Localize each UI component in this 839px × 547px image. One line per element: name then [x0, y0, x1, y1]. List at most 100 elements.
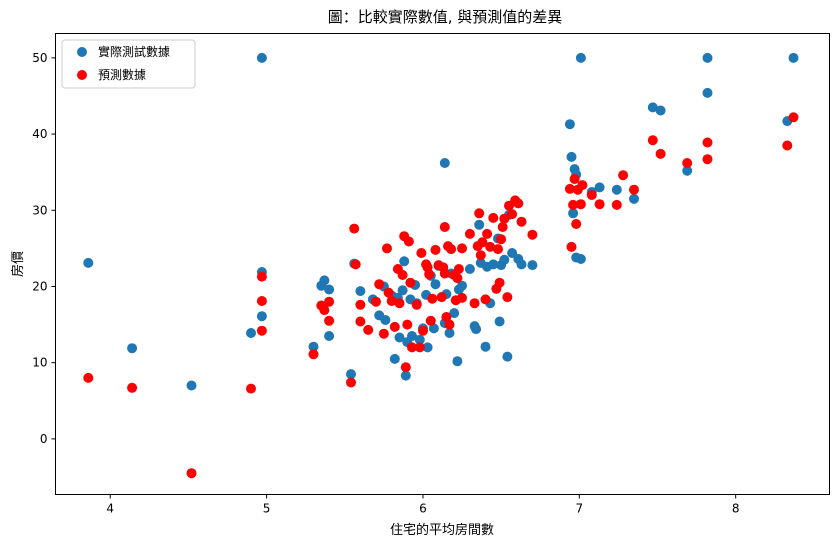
- actual-point: [389, 353, 400, 364]
- actual-point: [428, 323, 439, 334]
- predicted-point: [655, 148, 666, 159]
- actual-point: [702, 52, 713, 63]
- predicted-point: [416, 248, 427, 258]
- predicted-point: [497, 222, 508, 232]
- predicted-point: [457, 292, 467, 303]
- predicted-point: [386, 296, 397, 306]
- predicted-point: [83, 372, 94, 383]
- predicted-point: [494, 277, 505, 288]
- predicted-point: [618, 170, 629, 181]
- predicted-point: [246, 383, 256, 394]
- actual-point: [655, 105, 666, 116]
- y-tick-label: 50: [32, 51, 47, 65]
- actual-point: [256, 52, 267, 63]
- predicted-point: [256, 296, 267, 306]
- predicted-point: [403, 236, 414, 247]
- x-axis-ticks: 4 5 6 7 8: [106, 494, 740, 516]
- actual-point: [186, 380, 197, 391]
- predicted-point: [480, 294, 491, 305]
- legend-label-actual: 實際測試數據: [98, 44, 170, 59]
- predicted-point: [611, 199, 622, 210]
- points-layer: [83, 52, 799, 479]
- predicted-point: [349, 223, 360, 234]
- predicted-point: [513, 198, 524, 209]
- predicted-point: [568, 199, 579, 210]
- predicted-point: [527, 229, 538, 240]
- predicted-point: [577, 180, 588, 191]
- predicted-point: [702, 154, 713, 165]
- x-tick-label: 5: [263, 502, 271, 516]
- predicted-point: [571, 219, 582, 229]
- predicted-point: [453, 264, 464, 274]
- predicted-point: [516, 216, 527, 227]
- actual-point: [246, 328, 256, 338]
- predicted-point: [452, 273, 463, 284]
- predicted-point: [256, 271, 267, 282]
- predicted-point: [350, 259, 361, 270]
- predicted-point: [702, 137, 713, 148]
- actual-point: [499, 254, 510, 265]
- predicted-point: [564, 183, 575, 194]
- predicted-point: [493, 244, 503, 255]
- predicted-point: [407, 342, 417, 353]
- actual-point: [308, 341, 319, 352]
- predicted-point: [127, 382, 138, 393]
- actual-point: [647, 102, 658, 113]
- predicted-point: [256, 325, 267, 336]
- predicted-point: [418, 325, 428, 336]
- predicted-point: [477, 237, 488, 248]
- predicted-point: [782, 140, 793, 151]
- actual-point: [480, 341, 491, 352]
- predicted-point: [378, 328, 389, 339]
- actual-point: [414, 334, 425, 345]
- predicted-point: [411, 299, 422, 310]
- actual-point: [83, 257, 94, 268]
- y-tick-label: 10: [32, 356, 47, 370]
- x-axis-label: 住宅的平均房間數: [390, 522, 494, 538]
- actual-point: [399, 256, 410, 267]
- predicted-point: [439, 222, 450, 232]
- actual-point: [611, 184, 622, 195]
- predicted-point: [374, 279, 385, 290]
- y-tick-label: 30: [32, 203, 47, 217]
- chart-title: 圖：比較實際數值, 與預測值的差異: [328, 8, 563, 26]
- actual-point: [324, 331, 335, 341]
- actual-point: [575, 52, 586, 63]
- predicted-point: [383, 287, 394, 298]
- predicted-point: [594, 199, 605, 210]
- actual-point: [568, 208, 579, 219]
- actual-point: [516, 259, 527, 270]
- y-axis-label: 房價: [10, 251, 26, 277]
- predicted-point: [629, 184, 639, 195]
- y-tick-label: 40: [32, 127, 47, 141]
- predicted-point: [647, 135, 658, 146]
- predicted-point: [507, 209, 518, 220]
- actual-point: [594, 182, 605, 193]
- predicted-point: [496, 234, 507, 245]
- predicted-point: [469, 298, 480, 309]
- legend-box: [61, 39, 196, 89]
- predicted-point: [682, 158, 693, 168]
- actual-point: [444, 328, 455, 338]
- predicted-point: [355, 316, 366, 327]
- actual-point: [380, 315, 391, 325]
- actual-point: [502, 351, 513, 362]
- predicted-point: [400, 362, 411, 373]
- predicted-point: [382, 243, 392, 254]
- predicted-point: [414, 342, 425, 353]
- actual-point: [682, 165, 693, 176]
- predicted-point: [488, 212, 499, 223]
- predicted-point: [457, 243, 467, 254]
- predicted-point: [371, 296, 381, 307]
- predicted-point: [441, 312, 452, 322]
- predicted-point: [363, 324, 374, 335]
- actual-point: [488, 259, 499, 270]
- x-tick-label: 6: [419, 502, 427, 516]
- predicted-point: [389, 321, 400, 332]
- predicted-point: [425, 315, 436, 326]
- actual-point: [452, 356, 463, 367]
- predicted-point: [186, 468, 197, 479]
- predicted-point: [502, 292, 513, 303]
- x-tick-label: 4: [106, 502, 114, 516]
